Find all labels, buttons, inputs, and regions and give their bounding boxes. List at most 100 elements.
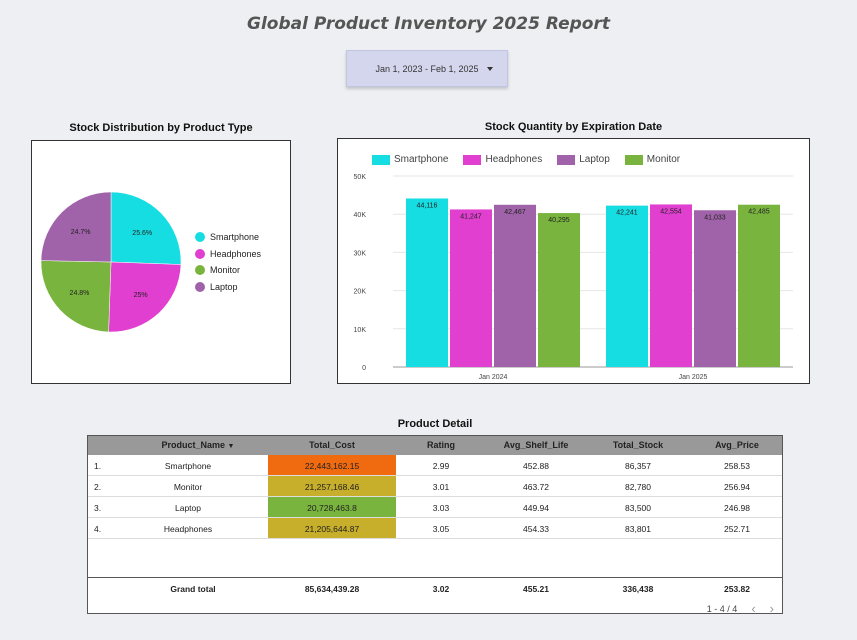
x-tick-label: Jan 2025 bbox=[679, 374, 708, 381]
cell-product-name: Monitor bbox=[173, 482, 203, 492]
bar-smartphone-1[interactable] bbox=[606, 205, 648, 367]
pie-slice-label: 25.6% bbox=[132, 230, 152, 237]
cell-total-stock: 83,801 bbox=[625, 524, 651, 534]
cost-heat-cell bbox=[268, 455, 396, 475]
cell-product-name: Smartphone bbox=[164, 461, 212, 471]
legend-swatch bbox=[372, 154, 390, 165]
bar-smartphone-0[interactable] bbox=[406, 198, 448, 367]
cell-total-cost: 21,257,168.46 bbox=[304, 482, 360, 492]
bar-value-label: 41,247 bbox=[460, 213, 482, 220]
date-range-label: Jan 1, 2023 - Feb 1, 2025 bbox=[375, 63, 479, 74]
cell-product-name: Headphones bbox=[163, 524, 213, 534]
bar-monitor-1[interactable] bbox=[738, 204, 780, 367]
pie-legend-headphones[interactable]: Headphones bbox=[195, 249, 261, 259]
table-row[interactable]: 2. Monitor 21,257,168.46 3.01 463.72 82,… bbox=[88, 476, 782, 497]
pie-slice-headphones[interactable] bbox=[108, 261, 182, 333]
cell-rating: 3.01 bbox=[432, 482, 450, 492]
total-cost: 85,634,439.28 bbox=[304, 584, 360, 594]
cell-avg-price: 258.53 bbox=[724, 461, 750, 471]
pagination-label: 1 - 4 / 4 bbox=[706, 603, 738, 614]
chevron-right-icon[interactable]: › bbox=[769, 601, 774, 616]
bar-laptop-0[interactable] bbox=[494, 204, 536, 367]
grand-total-row: Grand total 85,634,439.28 3.02 455.21 33… bbox=[88, 577, 782, 597]
bar-value-label: 44,116 bbox=[417, 202, 438, 209]
bar-chart-legend: Smartphone Headphones Laptop Monitor bbox=[372, 154, 695, 165]
bar-legend-monitor[interactable]: Monitor bbox=[624, 154, 680, 165]
bar-value-label: 42,554 bbox=[660, 208, 682, 215]
cell-product-name: Laptop bbox=[175, 503, 201, 513]
y-tick-label: 40K bbox=[354, 212, 367, 219]
header-avg-shelf-life[interactable]: Avg_Shelf_Life bbox=[503, 440, 569, 450]
cell-avg-shelf-life: 449.94 bbox=[523, 503, 549, 513]
bar-chart: 50K 40K 30K 20K 10K 0 44,116 41,247 42,467 40,295… bbox=[354, 174, 793, 381]
bar-chart-panel: 50K 40K 30K 20K 10K 0 44,116 41,247 42,467 40,295… bbox=[337, 138, 810, 384]
pie-slice-smartphone[interactable] bbox=[110, 191, 182, 265]
cost-heat-cell bbox=[268, 518, 396, 538]
bar-chart-title: Stock Quantity by Expiration Date bbox=[484, 121, 663, 133]
pie-chart-panel: 25.6% 25% 24.8% 24.7% Smartphone Headphones… bbox=[31, 140, 291, 384]
header-avg-price[interactable]: Avg_Price bbox=[715, 440, 759, 450]
total-shelf-life: 455.21 bbox=[523, 584, 549, 594]
row-index: 3. bbox=[94, 503, 102, 513]
header-total-stock[interactable]: Total_Stock bbox=[612, 440, 664, 450]
cell-avg-price: 246.98 bbox=[724, 503, 750, 513]
table-header: Product_Name ▼ Total_Cost Rating Avg_She… bbox=[88, 436, 782, 455]
legend-swatch bbox=[557, 154, 576, 165]
row-index: 1. bbox=[94, 461, 102, 471]
total-stock: 336,438 bbox=[622, 584, 654, 594]
legend-marker bbox=[195, 232, 205, 242]
pie-legend-laptop[interactable]: Laptop bbox=[195, 282, 238, 292]
pie-legend-smartphone[interactable]: Smartphone bbox=[195, 232, 259, 242]
y-tick-label: 50K bbox=[354, 174, 367, 181]
pie-legend-monitor[interactable]: Monitor bbox=[195, 265, 240, 275]
header-product-name[interactable]: Product_Name ▼ bbox=[161, 440, 235, 450]
cell-total-cost: 21,205,644.87 bbox=[304, 524, 360, 534]
table-title: Product Detail bbox=[397, 418, 473, 430]
total-label: Grand total bbox=[170, 584, 216, 594]
pie-slice-monitor[interactable] bbox=[40, 260, 112, 333]
table-row[interactable]: 1. Smartphone 22,443,162.15 2.99 452.88 … bbox=[88, 455, 782, 476]
product-detail-table: Product_Name ▼ Total_Cost Rating Avg_She… bbox=[87, 435, 783, 616]
bar-value-label: 42,485 bbox=[748, 209, 770, 216]
bar-headphones-1[interactable] bbox=[650, 204, 692, 367]
total-rating: 3.02 bbox=[432, 584, 450, 594]
total-price: 253.82 bbox=[724, 584, 750, 594]
y-tick-label: 20K bbox=[354, 289, 367, 296]
pie-slice-laptop[interactable] bbox=[40, 191, 112, 263]
chevron-left-icon[interactable]: ‹ bbox=[751, 601, 756, 616]
pie-slice-label: 24.7% bbox=[71, 229, 91, 236]
cell-total-cost: 20,728,463.8 bbox=[307, 503, 357, 513]
legend-marker bbox=[195, 265, 205, 275]
x-tick-label: Jan 2024 bbox=[479, 374, 508, 381]
y-tick-label: 30K bbox=[354, 250, 367, 257]
bar-laptop-1[interactable] bbox=[694, 210, 736, 367]
table-row[interactable]: 3. Laptop 20,728,463.8 3.03 449.94 83,50… bbox=[88, 497, 782, 518]
bar-legend-headphones[interactable]: Headphones bbox=[463, 154, 542, 165]
header-rating[interactable]: Rating bbox=[427, 440, 455, 450]
sort-down-icon: ▼ bbox=[227, 443, 235, 450]
bar-headphones-0[interactable] bbox=[450, 209, 492, 367]
bar-value-label: 41,033 bbox=[704, 214, 726, 221]
cell-avg-shelf-life: 452.88 bbox=[523, 461, 549, 471]
cell-total-cost: 22,443,162.15 bbox=[304, 461, 360, 471]
row-index: 2. bbox=[94, 482, 102, 492]
pie-chart: 25.6% 25% 24.8% 24.7% bbox=[40, 191, 182, 333]
pie-slice-label: 25% bbox=[134, 292, 148, 299]
cell-total-stock: 83,500 bbox=[625, 503, 651, 513]
legend-marker bbox=[195, 282, 205, 292]
pie-chart-title: Stock Distribution by Product Type bbox=[69, 122, 253, 134]
y-tick-label: 10K bbox=[354, 327, 367, 334]
bar-monitor-0[interactable] bbox=[538, 213, 580, 367]
bar-legend-laptop[interactable]: Laptop bbox=[557, 154, 610, 165]
chevron-down-icon bbox=[487, 67, 493, 71]
table-row[interactable]: 4. Headphones 21,205,644.87 3.05 454.33 … bbox=[88, 518, 782, 539]
cell-total-stock: 82,780 bbox=[625, 482, 651, 492]
header-total-cost[interactable]: Total_Cost bbox=[309, 440, 355, 450]
bar-value-label: 42,241 bbox=[616, 210, 638, 217]
bar-legend-smartphone[interactable]: Smartphone bbox=[372, 154, 448, 165]
cell-rating: 2.99 bbox=[432, 461, 450, 471]
date-range-selector[interactable]: Jan 1, 2023 - Feb 1, 2025 bbox=[346, 50, 508, 87]
cell-rating: 3.05 bbox=[432, 524, 450, 534]
y-tick-label: 0 bbox=[362, 365, 366, 372]
legend-swatch bbox=[624, 154, 643, 165]
